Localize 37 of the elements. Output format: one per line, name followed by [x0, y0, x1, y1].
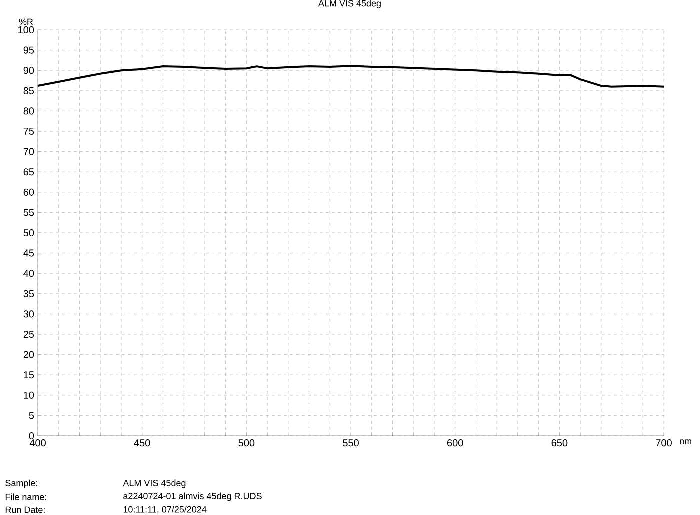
- y-tick-label: 80: [24, 108, 34, 115]
- y-tick-label: 15: [24, 372, 34, 379]
- y-tick-label: 25: [24, 330, 34, 338]
- y-tick-label: 40: [24, 270, 34, 278]
- x-tick-label: 600: [448, 440, 464, 447]
- x-tick-label: 500: [238, 440, 255, 447]
- y-tick-label: 35: [24, 290, 34, 298]
- y-tick-label: 0: [29, 432, 34, 440]
- y-tick-label: 70: [24, 148, 34, 156]
- x-tick-label: 650: [552, 440, 568, 447]
- y-tick-label: 60: [24, 188, 34, 196]
- y-tick-label: 45: [24, 250, 34, 257]
- text: File name:: [6, 494, 46, 500]
- y-tick-label: 5: [29, 412, 34, 420]
- y-tick-label: 10: [24, 392, 34, 399]
- y-axis-title: %R: [19, 18, 34, 26]
- x-axis-title: nm: [680, 440, 692, 444]
- text: Run Date:: [6, 506, 45, 514]
- y-tick-label: 90: [24, 67, 34, 74]
- y-tick-label: 95: [24, 46, 34, 54]
- chart-title: ALM VIS 45deg: [318, 0, 381, 8]
- x-tick-label: 400: [30, 440, 46, 447]
- text: ALM VIS 45deg: [123, 480, 186, 488]
- x-tick-label: 700: [656, 440, 672, 447]
- y-tick-label: 100: [18, 26, 34, 34]
- text: Sample:: [6, 480, 38, 488]
- y-tick-label: 65: [24, 168, 34, 176]
- y-tick-label: 20: [24, 351, 34, 358]
- y-tick-label: 85: [24, 87, 34, 94]
- x-tick-label: 550: [343, 440, 359, 447]
- x-tick-label: 450: [134, 440, 150, 447]
- y-tick-label: 75: [24, 128, 34, 135]
- y-tick-label: 55: [24, 209, 34, 216]
- y-tick-label: 30: [24, 310, 34, 318]
- text: a2240724-01 almvis 45deg R.UDS: [124, 492, 262, 502]
- text: 10:11:11, 07/25/2024: [124, 506, 207, 514]
- y-tick-label: 50: [24, 229, 34, 237]
